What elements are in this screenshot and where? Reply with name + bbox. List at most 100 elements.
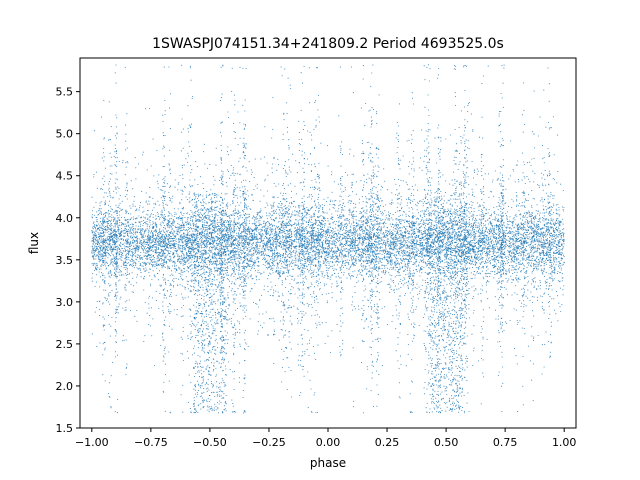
data-point: [303, 247, 305, 249]
data-point: [382, 205, 384, 207]
data-point: [349, 252, 351, 254]
data-point: [139, 264, 142, 266]
data-point: [486, 250, 488, 252]
data-point: [128, 232, 130, 234]
data-point: [530, 226, 532, 228]
data-point: [142, 228, 144, 230]
data-point: [212, 209, 214, 211]
data-point: [388, 214, 390, 216]
data-point: [200, 219, 202, 221]
data-point: [547, 213, 550, 215]
data-point: [331, 213, 333, 215]
data-point: [216, 219, 219, 221]
data-point: [369, 267, 371, 269]
data-point: [482, 226, 484, 228]
data-point: [115, 285, 117, 287]
data-point: [307, 224, 309, 226]
data-point: [487, 223, 490, 225]
data-point: [552, 222, 555, 224]
data-point: [547, 256, 549, 258]
data-point: [530, 242, 532, 245]
data-point: [214, 256, 216, 258]
data-point: [182, 225, 184, 227]
data-point: [265, 248, 267, 250]
data-point: [174, 211, 176, 213]
data-point: [424, 279, 426, 282]
data-point: [270, 268, 272, 270]
data-point: [411, 226, 414, 228]
data-point: [96, 225, 98, 227]
data-point: [526, 225, 529, 227]
data-point: [322, 210, 324, 213]
data-point: [167, 251, 170, 253]
data-point: [288, 205, 290, 207]
data-point: [129, 219, 131, 221]
data-point: [447, 262, 449, 264]
data-point: [256, 247, 258, 249]
data-point: [131, 236, 134, 238]
data-point: [549, 267, 551, 269]
data-point: [485, 258, 487, 260]
data-point: [547, 246, 549, 248]
data-point: [113, 226, 115, 228]
data-point: [531, 250, 533, 252]
data-point: [248, 213, 250, 215]
data-point: [534, 243, 536, 245]
data-point: [148, 203, 150, 205]
data-point: [316, 220, 318, 222]
data-point: [278, 245, 280, 247]
data-point: [508, 224, 510, 226]
data-point: [390, 285, 392, 287]
data-point: [440, 219, 442, 221]
data-point: [167, 229, 169, 232]
data-point: [130, 243, 132, 245]
data-point: [427, 199, 429, 201]
data-point: [395, 251, 397, 253]
data-point: [118, 204, 120, 206]
data-point: [390, 262, 392, 264]
data-point: [319, 235, 321, 237]
data-point: [142, 220, 144, 222]
data-point: [298, 215, 300, 217]
data-point: [297, 220, 299, 222]
data-point: [539, 280, 541, 282]
data-point: [485, 282, 487, 284]
data-point: [312, 259, 314, 261]
data-point: [171, 215, 173, 217]
data-point: [170, 251, 172, 253]
data-point: [531, 259, 533, 261]
data-point: [141, 234, 143, 237]
data-point: [136, 208, 138, 210]
data-point: [142, 265, 144, 267]
data-point: [410, 222, 412, 224]
data-point: [195, 252, 197, 254]
data-point: [535, 239, 537, 241]
data-point: [237, 257, 239, 259]
data-point: [350, 257, 352, 259]
data-point: [527, 200, 529, 202]
data-point: [418, 223, 420, 226]
data-point: [214, 227, 216, 229]
data-point: [437, 248, 439, 250]
data-point: [96, 219, 98, 221]
data-point: [446, 241, 448, 243]
data-point: [294, 210, 296, 212]
data-point: [371, 224, 373, 226]
data-point: [545, 219, 547, 221]
data-point: [333, 228, 335, 230]
data-point: [559, 239, 561, 241]
data-point: [482, 276, 484, 278]
data-point: [358, 229, 360, 231]
data-point: [528, 194, 530, 196]
data-point: [500, 264, 502, 266]
data-point: [289, 230, 291, 232]
data-point: [101, 227, 103, 230]
data-point: [132, 218, 135, 220]
data-point: [493, 227, 495, 229]
data-point: [470, 239, 472, 242]
data-point: [411, 232, 413, 234]
data-point: [478, 253, 480, 255]
data-point: [523, 253, 525, 255]
data-point: [562, 247, 564, 249]
data-point: [422, 198, 424, 201]
